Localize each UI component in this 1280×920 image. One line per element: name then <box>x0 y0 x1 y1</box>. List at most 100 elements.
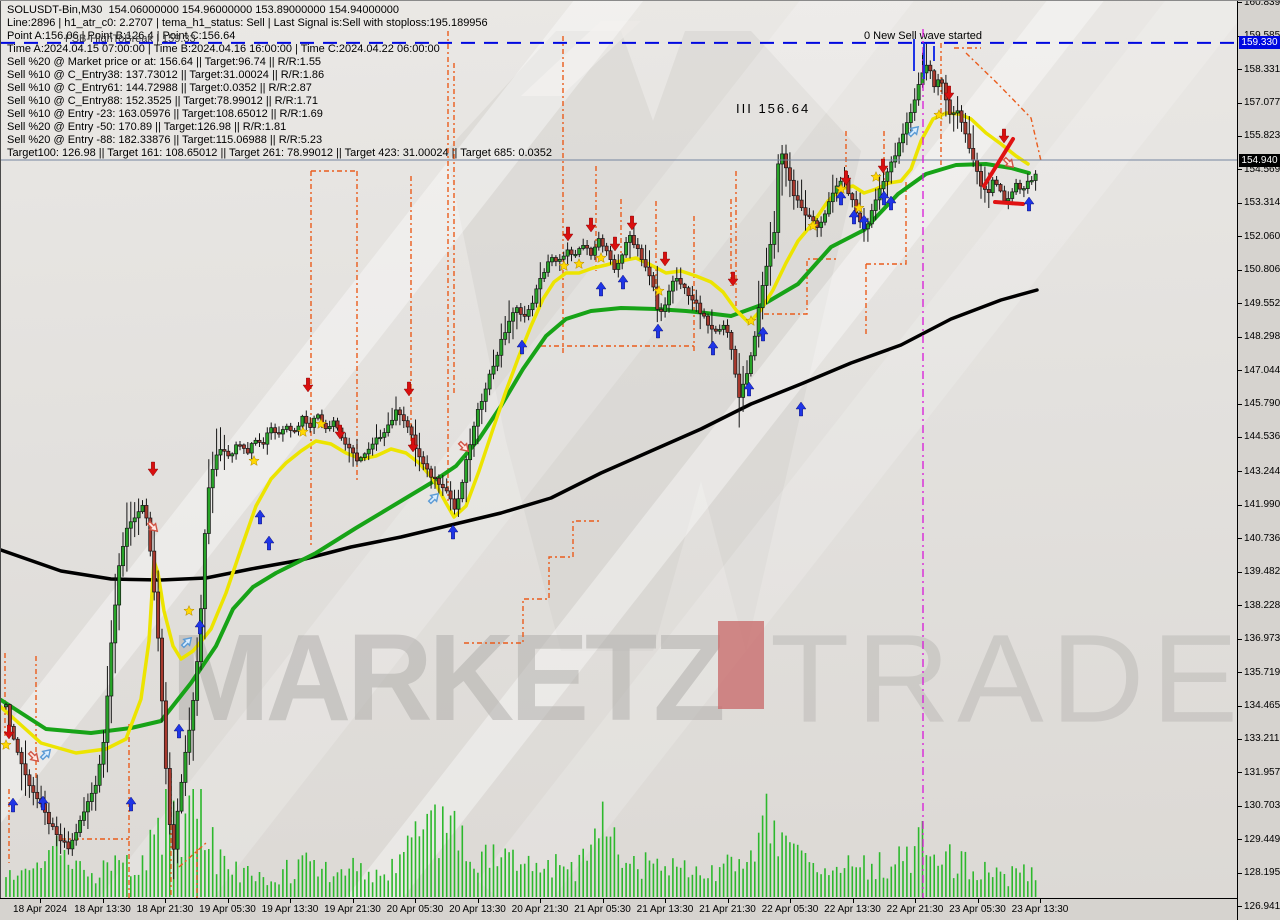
price-axis-tick <box>1238 772 1242 774</box>
price-axis-label: 159.585 <box>1244 30 1280 41</box>
brand-watermark-light: TRADE <box>770 608 1237 749</box>
time-axis-tick <box>977 899 979 903</box>
price-axis-tick <box>1238 269 1242 271</box>
time-axis-tick <box>165 899 166 903</box>
info-panel-line: Sell %10 @ Entry -23: 163.05976 || Targe… <box>7 108 323 120</box>
time-axis-label: 22 Apr 13:30 <box>824 904 881 915</box>
price-axis-tick <box>1238 370 1242 372</box>
sell-signal-arrows[interactable] <box>3 85 1010 740</box>
info-panel-line: Sell %10 @ C_Entry88: 152.3525 || Target… <box>7 95 319 107</box>
info-panel-line: Sell %20 @ Entry -50: 170.89 || Target:1… <box>7 121 287 133</box>
background-logo-watermark <box>446 21 861 651</box>
price-axis-tick <box>1238 738 1242 740</box>
price-axis-tick <box>1238 169 1242 171</box>
time-axis-tick <box>290 899 291 903</box>
time-axis-tick <box>415 899 416 903</box>
price-axis-tick <box>1238 471 1242 473</box>
price-axis-label: 141.990 <box>1244 499 1280 511</box>
price-axis-label: 139.482 <box>1244 566 1280 578</box>
brand-watermark-bold: MARKETZ <box>171 609 726 748</box>
time-axis-tick <box>665 899 666 903</box>
info-panel-line: Point A:156.06 | Point B:126.4 | Point C… <box>7 30 236 42</box>
info-panel-line: Time A:2024.04.15 07:00:00 | Time B:2024… <box>7 43 440 55</box>
time-axis-tick <box>102 899 104 903</box>
price-axis-tick <box>1238 336 1242 338</box>
star-signal-markers <box>1 108 945 750</box>
price-axis-label: 157.077 <box>1244 97 1280 108</box>
price-axis-tick <box>1238 2 1242 4</box>
time-axis-label: 23 Apr 05:30 <box>949 904 1006 915</box>
time-axis-label: 21 Apr 05:30 <box>574 904 631 915</box>
price-axis-tick <box>1238 236 1242 238</box>
info-panel-line: SOLUSDT-Bin,M30 154.06000000 154.9600000… <box>7 4 400 16</box>
price-axis-label: 160.839 <box>1244 0 1280 8</box>
time-axis-label: 19 Apr 05:30 <box>199 904 256 915</box>
time-axis-tick <box>602 899 604 903</box>
cyan-diagonal-arrows <box>39 125 920 761</box>
price-axis-label: 152.060 <box>1244 230 1280 242</box>
indicator-info-panel: SOLUSDT-Bin,M30 154.06000000 154.9600000… <box>7 4 552 160</box>
price-axis-tick <box>1238 35 1242 37</box>
time-axis-label: 20 Apr 05:30 <box>386 904 444 915</box>
info-panel-line: Sell %20 @ Entry -88: 182.33876 || Targe… <box>7 134 323 146</box>
time-axis-tick <box>40 899 41 903</box>
info-panel-line: Sell %20 @ Market price or at: 156.64 ||… <box>7 56 322 68</box>
red-diagonal-arrows <box>27 156 1015 763</box>
price-axis-label: 149.552 <box>1244 297 1280 309</box>
price-axis-tick <box>1238 69 1242 71</box>
price-chart-canvas[interactable] <box>1 1 1237 898</box>
time-axis-label: 23 Apr 13:30 <box>1011 904 1069 915</box>
time-axis-label: 20 Apr 21:30 <box>511 904 569 915</box>
price-axis-tick <box>1238 504 1242 506</box>
trailing-stop-lines <box>4 31 1042 898</box>
time-axis-label: 18 Apr 13:30 <box>74 904 131 915</box>
price-axis-label: 148.298 <box>1244 331 1280 343</box>
price-axis-label: 133.211 <box>1244 733 1280 745</box>
price-axis-label: 147.044 <box>1244 364 1280 376</box>
info-panel-line: Sell %10 @ C_Entry38: 137.73012 || Targe… <box>7 69 325 81</box>
price-axis-tick <box>1238 538 1242 540</box>
time-axis[interactable]: 18 Apr 2024 18 Apr 13:30 18 Apr 21:30 19 Ap… <box>0 898 1237 920</box>
price-axis-tick <box>1238 436 1242 438</box>
price-axis-tick <box>1238 872 1242 874</box>
break-price-chip: 159.330 <box>1239 36 1280 50</box>
price-axis-label: 134.465 <box>1244 700 1280 711</box>
wave-start-ticks <box>913 39 935 79</box>
time-axis-tick <box>352 899 354 903</box>
price-axis-tick <box>1238 805 1242 807</box>
price-axis-label: 158.331 <box>1244 63 1280 75</box>
price-axis-tick <box>1238 571 1242 573</box>
ma-fast-yellow-line <box>1 111 1030 755</box>
chart-plot-area[interactable]: MARKETZ TRADE SOLUSDT-Bin,M30 154.0600000… <box>0 1 1237 898</box>
time-axis-tick <box>727 899 729 903</box>
price-axis-label: 136.973 <box>1244 633 1280 645</box>
time-axis-tick <box>477 899 479 903</box>
buy-signal-arrows[interactable] <box>7 190 1035 813</box>
time-axis-label: 22 Apr 05:30 <box>761 904 819 915</box>
price-axis-tick <box>1238 605 1242 607</box>
red-trend-segments <box>982 137 1025 206</box>
price-axis-label: 135.719 <box>1244 666 1280 678</box>
info-panel-line: Target100: 126.98 || Target 161: 108.650… <box>7 147 552 159</box>
time-axis-label: 18 Apr 21:30 <box>136 904 194 915</box>
info-panel-line: Line:2896 | h1_atr_c0: 2.2707 | tema_h1_… <box>7 17 488 29</box>
price-axis-label: 144.536 <box>1244 431 1280 443</box>
time-axis-tick <box>915 899 916 903</box>
price-axis-label: 143.244 <box>1244 465 1280 477</box>
current-price-chip: 154.940 <box>1239 153 1280 167</box>
time-axis-label: 21 Apr 21:30 <box>699 904 756 915</box>
time-axis-label: 22 Apr 21:30 <box>886 904 944 915</box>
time-axis-tick <box>790 899 791 903</box>
time-axis-tick <box>1040 899 1041 903</box>
time-axis-label: 18 Apr 2024 <box>13 904 67 915</box>
price-axis[interactable]: 159.330 154.940 160.839 159.585 158.331 157… <box>1237 1 1280 920</box>
price-axis-tick <box>1238 102 1242 104</box>
ma-medium-green-line <box>1 162 1031 735</box>
price-axis-label: 128.195 <box>1244 867 1280 879</box>
price-axis-label: 150.806 <box>1244 264 1280 276</box>
price-axis-label: 138.228 <box>1244 599 1280 611</box>
price-axis-tick <box>1238 906 1242 908</box>
time-axis-label: 20 Apr 13:30 <box>449 904 506 915</box>
time-axis-tick <box>540 899 541 903</box>
